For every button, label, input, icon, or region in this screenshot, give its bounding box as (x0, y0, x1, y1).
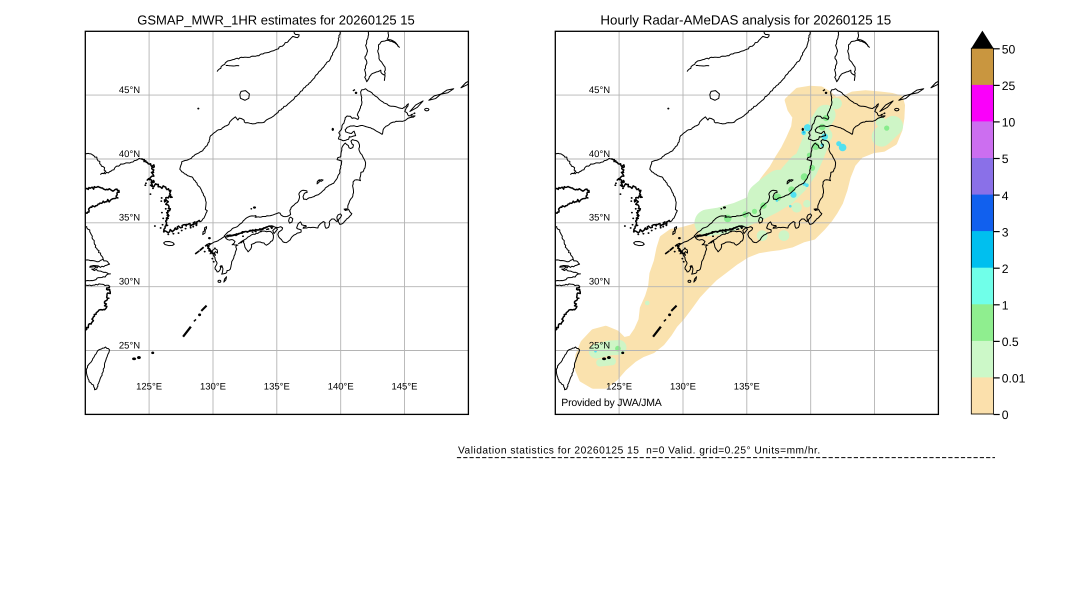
svg-text:Hourly Radar-AMeDAS analysis f: Hourly Radar-AMeDAS analysis for 2026012… (600, 12, 891, 27)
svg-text:25°N: 25°N (119, 340, 140, 351)
svg-text:30°N: 30°N (589, 277, 610, 288)
svg-text:4: 4 (1002, 189, 1009, 203)
svg-text:0: 0 (1002, 408, 1009, 422)
svg-text:50: 50 (1002, 43, 1016, 57)
svg-text:40°N: 40°N (119, 149, 140, 160)
svg-text:Provided by JWA/JMA: Provided by JWA/JMA (561, 397, 661, 409)
svg-text:35°N: 35°N (589, 213, 610, 224)
svg-text:130°E: 130°E (200, 381, 226, 392)
svg-text:135°E: 135°E (264, 381, 290, 392)
svg-text:45°N: 45°N (589, 85, 610, 96)
svg-text:145°E: 145°E (392, 381, 418, 392)
svg-text:35°N: 35°N (119, 213, 140, 224)
svg-text:125°E: 125°E (606, 381, 632, 392)
svg-text:5: 5 (1002, 152, 1009, 166)
svg-text:140°E: 140°E (328, 381, 354, 392)
svg-text:GSMAP_MWR_1HR estimates for 20: GSMAP_MWR_1HR estimates for 20260125 15 (137, 12, 414, 27)
svg-text:40°N: 40°N (589, 149, 610, 160)
svg-text:10: 10 (1002, 116, 1016, 130)
svg-text:130°E: 130°E (670, 381, 696, 392)
svg-text:25°N: 25°N (589, 340, 610, 351)
svg-text:0.5: 0.5 (1002, 335, 1019, 349)
svg-text:0.01: 0.01 (1002, 372, 1026, 386)
svg-text:3: 3 (1002, 225, 1009, 239)
svg-text:1: 1 (1002, 299, 1009, 313)
svg-text:135°E: 135°E (734, 381, 760, 392)
svg-text:30°N: 30°N (119, 277, 140, 288)
svg-text:Validation statistics for 2026: Validation statistics for 20260125 15 n=… (458, 446, 821, 457)
svg-text:25: 25 (1002, 79, 1016, 93)
svg-text:45°N: 45°N (119, 85, 140, 96)
svg-text:125°E: 125°E (136, 381, 162, 392)
svg-text:2: 2 (1002, 262, 1009, 276)
